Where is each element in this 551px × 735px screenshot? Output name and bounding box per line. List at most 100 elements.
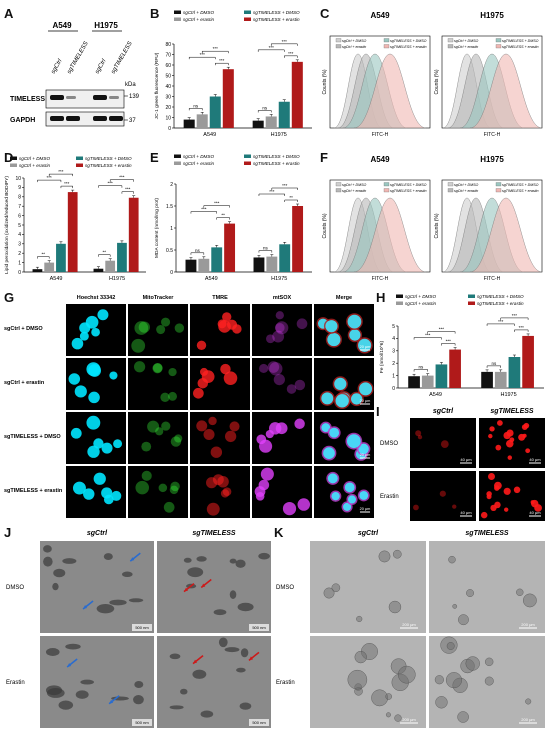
micrograph-tile bbox=[410, 418, 476, 468]
significance-label: *** bbox=[219, 58, 225, 63]
y-axis-label: Lipid peroxidation (oxidized/reduced BOD… bbox=[4, 176, 10, 274]
bar bbox=[481, 371, 493, 388]
panel-b-bar-chart: sgCtrl + DMSO sgCtrl + erastin sgTIMELESS … bbox=[154, 10, 312, 138]
panel-h-bar-chart: sgCtrl + DMSO sgCtrl + erastin sgTIMELESS … bbox=[379, 294, 544, 398]
y-tick-label: 2 bbox=[392, 361, 395, 367]
y-tick-label: 10 bbox=[165, 115, 171, 121]
y-tick-label: 2 bbox=[18, 251, 21, 257]
flow-histogram bbox=[353, 197, 427, 273]
flow-histogram bbox=[469, 197, 543, 273]
legend-swatch bbox=[174, 161, 181, 165]
legend-label: sgCtrl + erastin bbox=[405, 301, 436, 306]
scale-bar-label: 200 μm bbox=[521, 717, 535, 722]
lane-label: sgTIMELESS bbox=[111, 41, 134, 75]
row-label: Erastin bbox=[380, 494, 399, 500]
y-tick-label: 0 bbox=[392, 386, 395, 392]
flow-title: A549 bbox=[370, 155, 390, 164]
significance-label: ns bbox=[419, 365, 425, 370]
panel-letter-i: I bbox=[376, 404, 380, 419]
legend-swatch bbox=[244, 10, 251, 14]
bar bbox=[105, 260, 116, 272]
legend-label: sgTIMELESS + DMSO bbox=[390, 183, 427, 187]
significance-label: *** bbox=[119, 175, 125, 180]
scale-bar-label: 200 μm bbox=[521, 622, 535, 627]
legend-label: sgTIMELESS + erastin bbox=[253, 17, 300, 22]
bar bbox=[93, 268, 104, 272]
legend-swatch bbox=[468, 294, 475, 298]
bar bbox=[198, 258, 210, 272]
legend-label: sgTIMELESS + DMSO bbox=[85, 156, 132, 161]
x-tick-label: H1975 bbox=[109, 276, 125, 282]
row-label: sgTIMELESS + erastin bbox=[4, 488, 63, 494]
legend-label: sgTIMELESS + erastin bbox=[390, 45, 426, 49]
significance-label: *** bbox=[425, 333, 431, 338]
column-label: MitoTracker bbox=[143, 295, 175, 301]
legend-swatch bbox=[383, 44, 390, 49]
x-tick-label: A549 bbox=[429, 392, 442, 398]
legend-label: sgTIMELESS + DMSO bbox=[477, 294, 524, 299]
legend-label: sgTIMELESS + DMSO bbox=[502, 39, 539, 43]
significance-label: *** bbox=[214, 201, 220, 206]
bar bbox=[279, 244, 291, 272]
significance-label: ** bbox=[103, 250, 107, 255]
bar bbox=[508, 357, 521, 388]
y-tick-label: 4 bbox=[18, 232, 21, 238]
legend-label: sgCtrl + DMSO bbox=[19, 156, 50, 161]
bar bbox=[44, 262, 55, 272]
panel-g-confocal-grid: Hoechst 33342 MitoTracker TMRE mtSOX Merge sg… bbox=[4, 295, 374, 518]
scale-bar-label: 20 μm bbox=[360, 453, 371, 457]
row-label: DMSO bbox=[380, 441, 398, 447]
significance-label: *** bbox=[64, 181, 70, 186]
legend-label: sgTIMELESS + erastin bbox=[502, 189, 538, 193]
legend-label: sgCtrl + DMSO bbox=[342, 183, 366, 187]
legend-label: sgCtrl + DMSO bbox=[183, 154, 214, 159]
protein-label: TIMELESS bbox=[10, 96, 45, 103]
legend-swatch bbox=[76, 163, 83, 167]
bar bbox=[196, 114, 208, 128]
scale-bar-label: 40 μm bbox=[460, 457, 472, 462]
bar bbox=[209, 96, 221, 128]
column-label: TMRE bbox=[212, 295, 228, 301]
y-tick-label: 7 bbox=[18, 204, 21, 210]
panel-letter-c: C bbox=[320, 6, 330, 21]
panel-d-bar-chart: sgCtrl + DMSO sgCtrl + erastin sgTIMELESS … bbox=[4, 156, 146, 282]
legend-label: sgCtrl + DMSO bbox=[454, 183, 478, 187]
x-tick-label: H1975 bbox=[500, 392, 516, 398]
panel-letter-f: F bbox=[320, 150, 328, 165]
legend-swatch bbox=[447, 188, 454, 193]
significance-label: *** bbox=[269, 45, 275, 50]
y-tick-label: 6 bbox=[18, 213, 21, 219]
y-axis-label: MDA content (nmol/mg prot) bbox=[154, 198, 160, 258]
legend-swatch bbox=[244, 161, 251, 165]
legend-label: sgTIMELESS + erastin bbox=[253, 161, 300, 166]
y-tick-label: 1 bbox=[170, 226, 173, 232]
significance-label: *** bbox=[213, 46, 219, 51]
significance-label: *** bbox=[58, 169, 64, 174]
blot-timeless bbox=[45, 89, 125, 109]
legend-swatch bbox=[10, 156, 17, 160]
bar bbox=[252, 120, 264, 128]
x-axis-label: FITC-H bbox=[484, 276, 501, 282]
lane-label: sgCtrl bbox=[95, 58, 108, 75]
scale-bar-label: 200 μm bbox=[402, 717, 416, 722]
y-tick-label: 0 bbox=[18, 270, 21, 276]
x-tick-label: A549 bbox=[203, 132, 216, 138]
y-tick-label: 1 bbox=[18, 260, 21, 266]
y-tick-label: 1 bbox=[392, 373, 395, 379]
bar bbox=[253, 257, 265, 272]
row-label: DMSO bbox=[6, 585, 24, 591]
panel-i-fluorescence-grid: sgCtrl sgTIMELESS DMSO 40 μm 40 μm Erastin 40 … bbox=[380, 408, 545, 521]
row-label: sgCtrl + erastin bbox=[4, 380, 45, 386]
bar bbox=[185, 259, 197, 272]
bar bbox=[449, 349, 461, 388]
legend-swatch bbox=[244, 17, 251, 21]
row-label: sgTIMELESS + DMSO bbox=[4, 434, 61, 440]
legend-swatch bbox=[447, 38, 454, 43]
row-label: Erastin bbox=[276, 680, 295, 686]
x-tick-label: H1975 bbox=[271, 132, 287, 138]
legend-swatch bbox=[495, 182, 502, 187]
scale-bar-label: 500 nm bbox=[252, 625, 266, 630]
legend-label: sgTIMELESS + erastin bbox=[85, 163, 132, 168]
bar bbox=[522, 335, 534, 388]
flow-title: H1975 bbox=[480, 155, 504, 164]
